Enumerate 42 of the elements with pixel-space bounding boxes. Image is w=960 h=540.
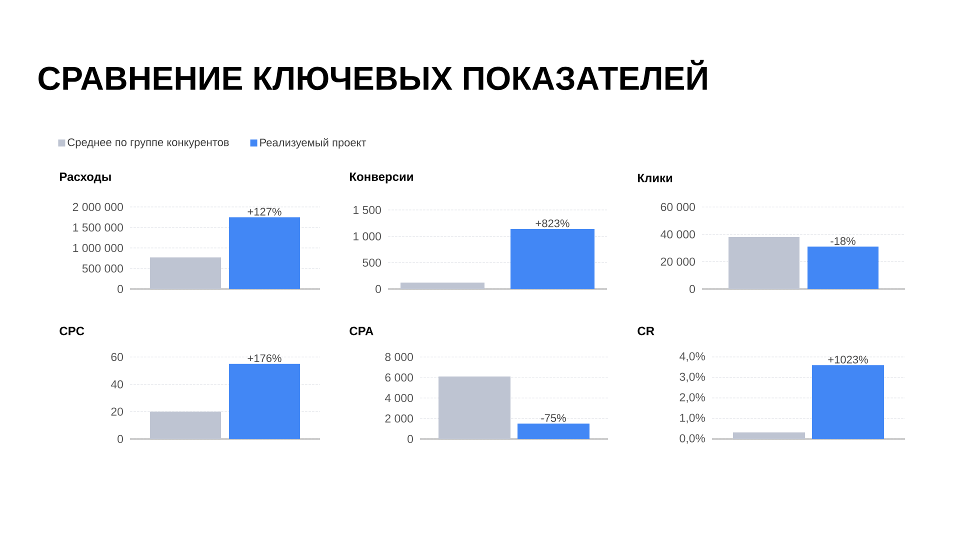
legend-label: Среднее по группе конкурентов xyxy=(68,138,229,148)
y-tick-label: 0 xyxy=(408,434,414,444)
chart-title: Расходы xyxy=(60,172,111,184)
y-tick-label: 40 xyxy=(110,380,124,388)
chart-title: CPC xyxy=(60,326,84,336)
y-tick-label: 2 000 000 xyxy=(72,202,124,212)
y-tick-label: 3,0% xyxy=(680,372,706,382)
y-tick-label: 60 xyxy=(111,352,124,362)
y-tick-label: 0,0% xyxy=(680,434,706,444)
chart-title: Клики xyxy=(638,174,672,182)
y-tick-label: 8 000 xyxy=(385,352,414,362)
annotation: +127% xyxy=(248,208,282,216)
y-tick-label: 4 000 xyxy=(384,394,414,402)
y-tick-label: 60 000 xyxy=(660,202,695,212)
annotation: -75% xyxy=(541,414,566,422)
y-tick-label: 6 000 xyxy=(385,373,414,382)
y-tick-label: 20 000 xyxy=(660,258,695,266)
y-tick-label: 500 000 xyxy=(82,264,124,273)
y-tick-label: 20 xyxy=(111,408,124,416)
y-tick-label: 1,0% xyxy=(680,414,706,424)
annotation: +1023% xyxy=(828,356,868,364)
y-tick-label: 1 500 xyxy=(354,206,382,214)
y-tick-label: 1 000 000 xyxy=(73,244,124,252)
y-tick-label: 2,0% xyxy=(680,393,706,403)
chart-title: CPA xyxy=(350,326,374,336)
annotation: +823% xyxy=(536,219,570,228)
y-tick-label: 4,0% xyxy=(680,352,706,362)
text: СРАВНЕНИЕ КЛЮЧЕВЫХ ПОКАЗАТЕЛЕЙ xyxy=(38,60,707,90)
y-tick-label: 1 500 000 xyxy=(73,223,124,232)
annotation: +176% xyxy=(248,354,282,362)
chart-title: CR xyxy=(638,326,654,336)
y-tick-label: 40 000 xyxy=(660,230,695,238)
y-tick-label: 1 000 xyxy=(354,232,382,240)
annotation: -18% xyxy=(830,237,856,245)
y-tick-label: 500 xyxy=(362,258,382,267)
y-tick-label: 2 000 xyxy=(385,414,414,423)
y-tick-label: 0 xyxy=(690,284,696,294)
y-tick-label: 0 xyxy=(118,434,124,444)
y-tick-label: 0 xyxy=(118,284,124,294)
legend-label: Реализуемый проект xyxy=(260,138,366,149)
y-tick-label: 0 xyxy=(376,284,382,294)
chart-title: Конверсии xyxy=(350,172,413,184)
